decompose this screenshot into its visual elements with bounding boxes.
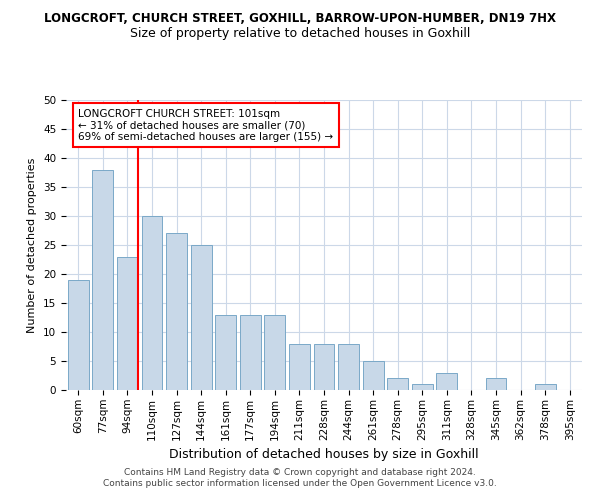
Bar [338, 344, 359, 390]
Bar [314, 344, 334, 390]
Bar [289, 344, 310, 390]
Bar [436, 372, 457, 390]
Text: Size of property relative to detached houses in Goxhill: Size of property relative to detached ho… [130, 28, 470, 40]
Bar [166, 234, 187, 390]
Bar [215, 314, 236, 390]
Y-axis label: Number of detached properties: Number of detached properties [28, 158, 37, 332]
Bar [240, 314, 261, 390]
Bar [92, 170, 113, 390]
Bar [412, 384, 433, 390]
Text: LONGCROFT, CHURCH STREET, GOXHILL, BARROW-UPON-HUMBER, DN19 7HX: LONGCROFT, CHURCH STREET, GOXHILL, BARRO… [44, 12, 556, 26]
Bar [485, 378, 506, 390]
Bar [117, 256, 138, 390]
Bar [387, 378, 408, 390]
X-axis label: Distribution of detached houses by size in Goxhill: Distribution of detached houses by size … [169, 448, 479, 461]
Bar [191, 245, 212, 390]
Bar [362, 361, 383, 390]
Text: LONGCROFT CHURCH STREET: 101sqm
← 31% of detached houses are smaller (70)
69% of: LONGCROFT CHURCH STREET: 101sqm ← 31% of… [79, 108, 334, 142]
Bar [265, 314, 286, 390]
Bar [535, 384, 556, 390]
Text: Contains HM Land Registry data © Crown copyright and database right 2024.
Contai: Contains HM Land Registry data © Crown c… [103, 468, 497, 487]
Bar [68, 280, 89, 390]
Bar [142, 216, 163, 390]
